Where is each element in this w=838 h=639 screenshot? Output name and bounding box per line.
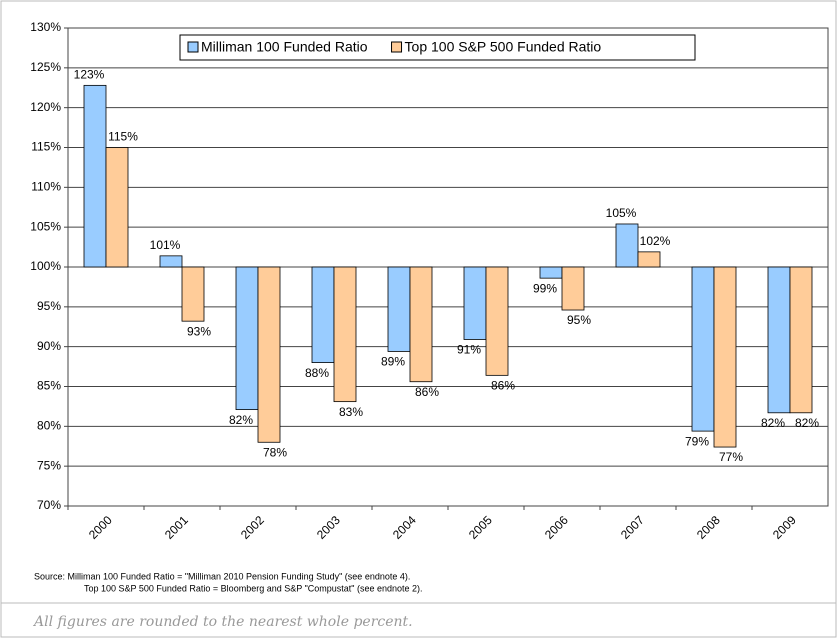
source-line: Source: Milliman 100 Funded Ratio = "Mil…: [34, 571, 410, 581]
legend-box: [179, 34, 696, 61]
data-label: 102%: [640, 234, 671, 248]
data-label: 86%: [491, 379, 515, 393]
data-label: 99%: [533, 281, 557, 295]
y-tick-label: 110%: [31, 180, 61, 194]
bar: [409, 266, 433, 383]
note: All figures are rounded to the nearest w…: [32, 614, 413, 630]
data-label: 91%: [457, 343, 481, 357]
data-label: 123%: [74, 68, 105, 82]
data-label: 88%: [305, 366, 329, 380]
y-tick-label: 100%: [30, 259, 61, 273]
bar: [539, 266, 563, 279]
data-label: 82%: [229, 413, 253, 427]
data-label: 101%: [150, 238, 181, 252]
bar: [311, 266, 335, 363]
y-tick-label: 75%: [37, 458, 61, 472]
data-label: 95%: [567, 313, 591, 327]
data-label: 93%: [187, 324, 211, 338]
data-label: 82%: [761, 416, 785, 430]
bar: [463, 266, 487, 340]
bar: [691, 266, 715, 432]
y-tick-label: 85%: [37, 379, 61, 393]
bar: [257, 266, 281, 443]
y-tick-label: 120%: [30, 100, 61, 114]
legend-swatch: [187, 41, 199, 53]
bar: [387, 266, 411, 352]
y-tick-label: 95%: [37, 299, 61, 313]
data-label: 82%: [795, 416, 819, 430]
y-tick-label: 125%: [30, 60, 61, 74]
y-tick-label: 105%: [30, 219, 61, 233]
data-label: 78%: [263, 445, 287, 459]
bar: [83, 84, 107, 268]
data-label: 83%: [339, 405, 363, 419]
bar: [789, 266, 813, 414]
data-label: 115%: [108, 130, 138, 144]
bar: [181, 266, 205, 322]
data-label: 105%: [606, 206, 637, 220]
bar: [105, 147, 129, 268]
legend-swatch: [391, 41, 403, 53]
bar: [767, 266, 791, 414]
data-label: 77%: [719, 450, 743, 464]
bar: [235, 266, 259, 411]
y-tick-label: 90%: [37, 339, 61, 353]
data-label: 79%: [685, 434, 709, 448]
bar: [615, 223, 639, 268]
data-label: 89%: [381, 355, 405, 369]
y-tick-label: 70%: [37, 498, 61, 512]
bar: [159, 255, 183, 268]
legend-label: Milliman 100 Funded Ratio: [201, 39, 368, 55]
y-tick-label: 115%: [31, 140, 61, 154]
y-tick-label: 130%: [30, 20, 61, 34]
data-label: 86%: [415, 385, 439, 399]
y-tick-label: 80%: [37, 419, 61, 433]
bar: [485, 266, 509, 376]
bar: [713, 266, 737, 448]
bar: [561, 266, 585, 311]
bar: [333, 266, 357, 403]
source-line: Top 100 S&P 500 Funded Ratio = Bloomberg…: [84, 583, 423, 593]
bar: [637, 251, 661, 268]
legend-label: Top 100 S&P 500 Funded Ratio: [405, 39, 602, 55]
